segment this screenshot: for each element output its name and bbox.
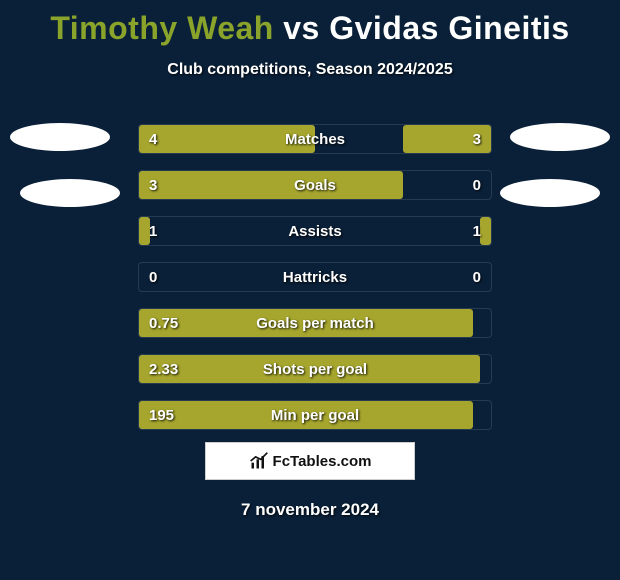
stat-label: Shots per goal [139,355,491,385]
player1-avatar-top [10,123,110,151]
stat-row: 43Matches [138,124,492,154]
date-text: 7 november 2024 [0,500,620,520]
stat-label: Goals [139,171,491,201]
stat-label: Hattricks [139,263,491,293]
logo-text: FcTables.com [273,453,372,470]
player2-avatar-bottom [500,179,600,207]
stat-row: 195Min per goal [138,400,492,430]
player1-name: Timothy Weah [50,10,274,46]
stat-label: Matches [139,125,491,155]
subtitle: Club competitions, Season 2024/2025 [0,61,620,79]
stat-label: Goals per match [139,309,491,339]
stats-bars: 43Matches 30Goals 11Assists 00Hattricks 0.75… [138,124,492,446]
vs-text: vs [283,10,320,46]
comparison-title: Timothy Weah vs Gvidas Gineitis [0,0,620,47]
chart-icon [249,451,269,471]
stat-row: 00Hattricks [138,262,492,292]
player1-avatar-bottom [20,179,120,207]
player2-avatar-top [510,123,610,151]
fctables-logo[interactable]: FcTables.com [205,442,415,480]
stat-label: Min per goal [139,401,491,431]
stat-row: 0.75Goals per match [138,308,492,338]
stat-label: Assists [139,217,491,247]
player2-name: Gvidas Gineitis [329,10,569,46]
stat-row: 2.33Shots per goal [138,354,492,384]
stat-row: 30Goals [138,170,492,200]
stat-row: 11Assists [138,216,492,246]
